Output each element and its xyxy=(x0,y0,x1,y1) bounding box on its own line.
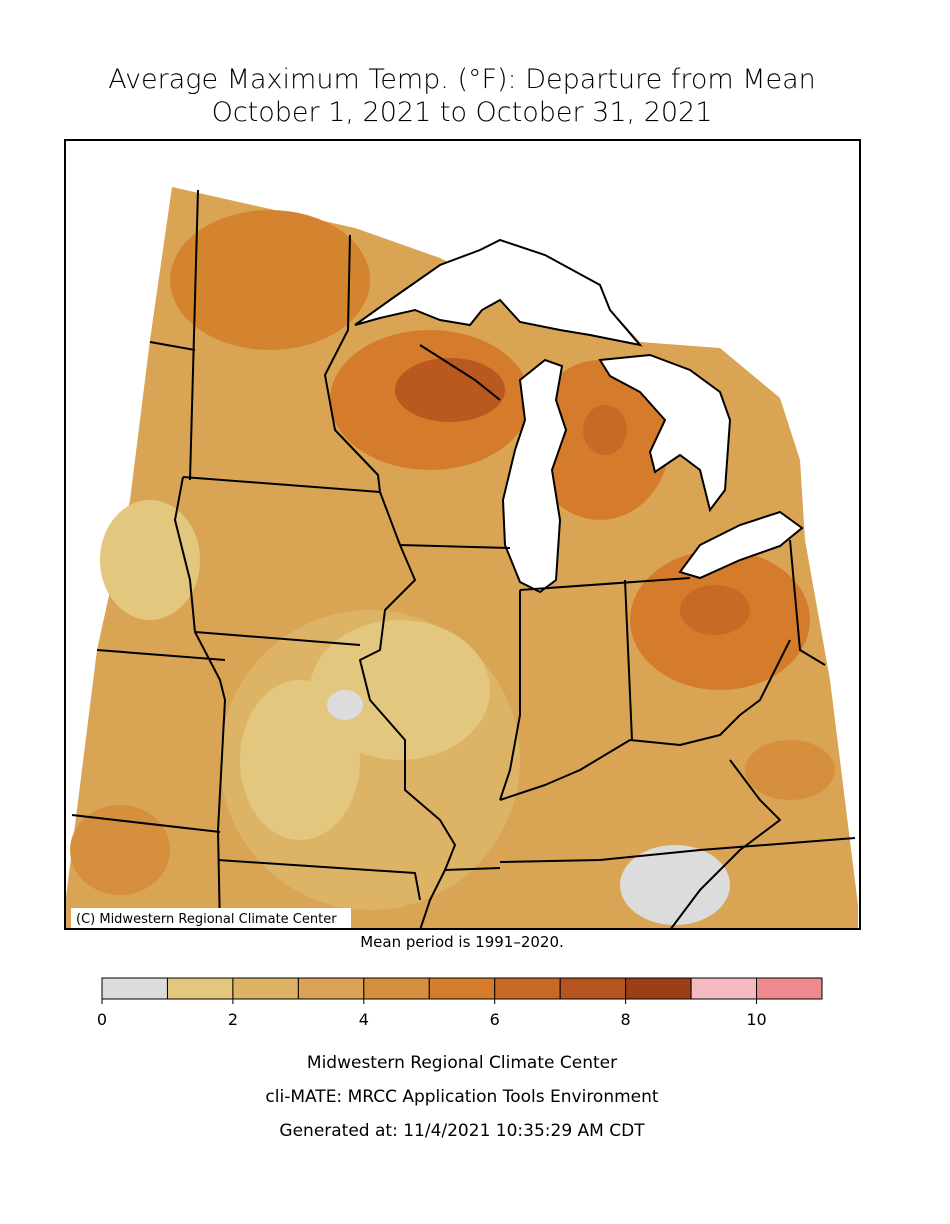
legend-bin xyxy=(232,977,299,1000)
legend-bin xyxy=(559,977,627,1000)
legend-bin xyxy=(297,977,365,1000)
legend-tick-label: 4 xyxy=(359,1010,369,1029)
footer-line: cli-MATE: MRCC Application Tools Environ… xyxy=(265,1087,658,1107)
shading xyxy=(70,210,835,925)
legend-bin xyxy=(625,977,692,1000)
state-borders xyxy=(71,189,856,929)
legend-tick-label: 2 xyxy=(228,1010,238,1029)
legend-tick-label: 10 xyxy=(746,1010,766,1029)
footer-line: Midwestern Regional Climate Center xyxy=(307,1053,617,1073)
credit: (C) Midwestern Regional Climate Center xyxy=(76,912,337,927)
legend-bin xyxy=(428,977,496,1000)
legend-tick-label: 0 xyxy=(97,1010,107,1029)
map-frame xyxy=(64,139,861,930)
legend-bin xyxy=(756,977,823,1000)
note: Mean period is 1991–2020. xyxy=(360,933,564,951)
lake xyxy=(501,358,568,594)
legend-tick-label: 6 xyxy=(490,1010,500,1029)
legend-bin xyxy=(690,977,758,1000)
footer-line: Generated at: 11/4/2021 10:35:29 AM CDT xyxy=(279,1121,645,1141)
lake xyxy=(678,510,804,580)
legend-bin xyxy=(494,977,561,1000)
legend-bin xyxy=(166,977,234,1000)
title-line: Average Maximum Temp. (°F): Departure fr… xyxy=(108,64,816,95)
map: (C) Midwestern Regional Climate Center xyxy=(64,139,861,930)
legend-bin xyxy=(101,977,168,1000)
title-line: October 1, 2021 to October 31, 2021 xyxy=(212,97,713,128)
lake xyxy=(598,353,732,513)
lake xyxy=(354,238,643,347)
legend-bin xyxy=(363,977,430,1000)
legend-tick-label: 8 xyxy=(621,1010,631,1029)
legend: 0 2 4 6 8 10 xyxy=(97,977,823,1029)
credit-box xyxy=(71,908,351,928)
